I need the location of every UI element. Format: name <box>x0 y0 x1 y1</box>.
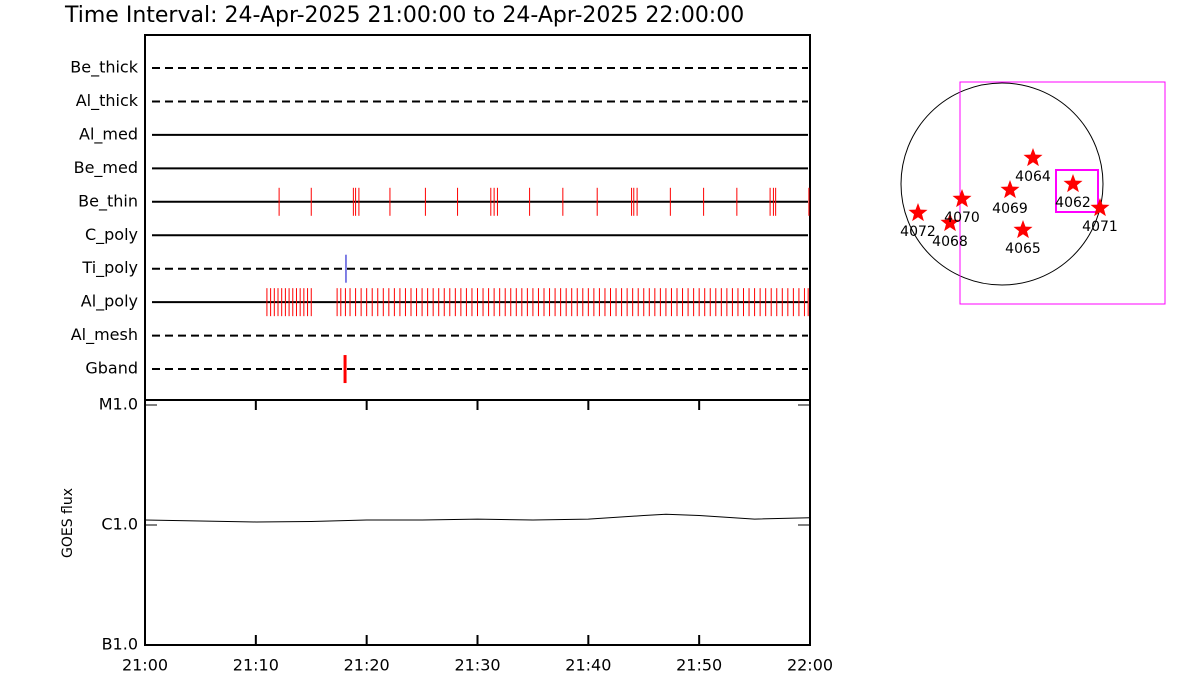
solar-disk <box>900 82 1104 286</box>
filter-label: Al_mesh <box>71 325 138 345</box>
region-marker <box>908 203 928 222</box>
fov-box <box>959 81 1166 305</box>
goes-frame <box>144 399 811 646</box>
region-label: 4064 <box>1015 169 1051 185</box>
filter-label: Al_med <box>79 124 138 144</box>
region-label: 4065 <box>1005 241 1041 257</box>
y-tick-label: M1.0 <box>99 395 138 414</box>
filter-label: Al_thick <box>76 91 139 111</box>
region-marker <box>952 189 972 208</box>
region-marker <box>1013 220 1033 239</box>
region-marker <box>940 213 960 232</box>
filter-label: Ti_poly <box>81 258 138 278</box>
filter-label: Gband <box>85 359 138 378</box>
chart-title: Time Interval: 24-Apr-2025 21:00:00 to 2… <box>64 3 744 28</box>
x-tick-label: 21:00 <box>122 656 168 675</box>
filter-label: Al_poly <box>81 292 138 312</box>
region-label: 4068 <box>932 234 968 250</box>
filter-label: Be_thin <box>78 191 138 211</box>
x-tick-label: 21:40 <box>565 656 611 675</box>
region-label: 4072 <box>900 224 936 240</box>
x-tick-label: 21:20 <box>344 656 390 675</box>
region-marker <box>1000 180 1020 199</box>
region-label: 4069 <box>992 201 1028 217</box>
region-label: 4071 <box>1082 219 1118 235</box>
goes-flux-line <box>144 513 811 523</box>
fov-box <box>1055 169 1099 213</box>
region-label: 4070 <box>944 210 980 226</box>
y-axis-label: GOES flux <box>60 488 76 558</box>
x-tick-label: 22:00 <box>787 656 833 675</box>
region-label: 4062 <box>1055 195 1091 211</box>
x-tick-label: 21:10 <box>233 656 279 675</box>
filter-label: Be_med <box>74 158 138 178</box>
x-tick-label: 21:50 <box>676 656 722 675</box>
y-tick-label: B1.0 <box>102 635 138 654</box>
x-tick-label: 21:30 <box>454 656 500 675</box>
region-marker <box>1090 198 1110 217</box>
timeline-frame <box>144 34 811 401</box>
region-marker <box>1023 148 1043 167</box>
filter-label: Be_thick <box>70 58 138 78</box>
filter-label: C_poly <box>85 225 138 245</box>
region-marker <box>1063 174 1083 193</box>
y-tick-label: C1.0 <box>101 515 138 534</box>
